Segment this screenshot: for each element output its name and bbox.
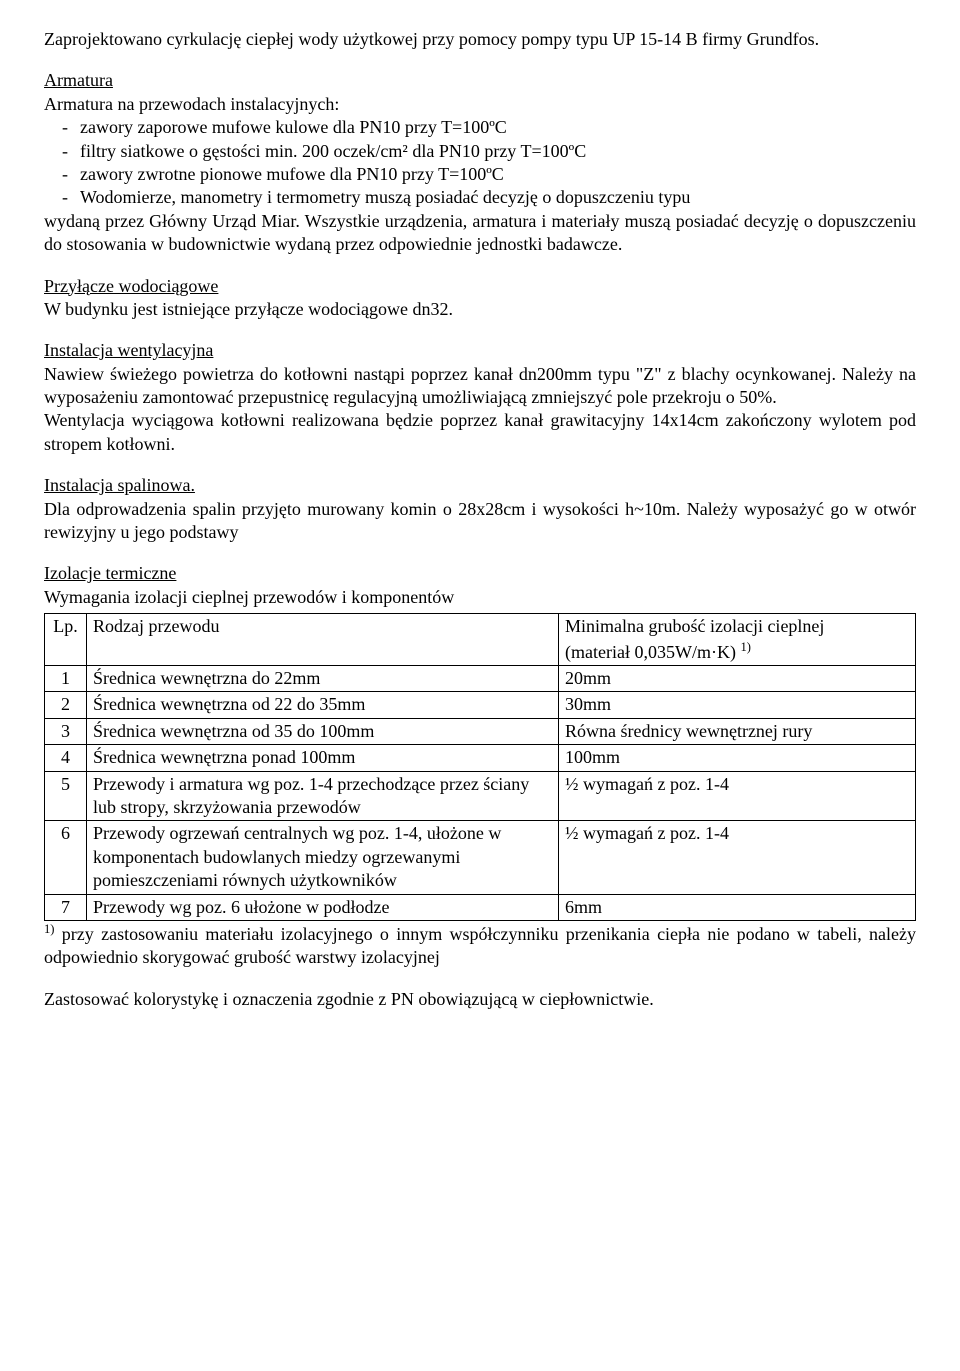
wentylacja-heading: Instalacja wentylacyjna	[44, 339, 916, 362]
spalinowa-p1: Dla odprowadzenia spalin przyjęto murowa…	[44, 498, 916, 545]
cell-rodzaj: Średnica wewnętrzna od 35 do 100mm	[87, 718, 559, 744]
footnote-text: przy zastosowaniu materiału izolacyjnego…	[44, 924, 916, 967]
izolacje-table: Lp. Rodzaj przewodu Minimalna grubość iz…	[44, 613, 916, 921]
cell-rodzaj: Średnica wewnętrzna od 22 do 35mm	[87, 692, 559, 718]
list-item: -zawory zwrotne pionowe mufowe dla PN10 …	[44, 163, 916, 186]
przylacze-body: W budynku jest istniejące przyłącze wodo…	[44, 298, 916, 321]
cell-lp: 1	[45, 665, 87, 691]
th-min-sup: 1)	[740, 640, 751, 654]
intro-paragraph: Zaprojektowano cyrkulację ciepłej wody u…	[44, 28, 916, 51]
dash-icon: -	[44, 186, 80, 209]
list-item-text: zawory zwrotne pionowe mufowe dla PN10 p…	[80, 163, 916, 186]
cell-rodzaj: Przewody ogrzewań centralnych wg poz. 1-…	[87, 821, 559, 894]
wentylacja-p1: Nawiew świeżego powietrza do kotłowni na…	[44, 363, 916, 410]
izolacje-heading: Izolacje termiczne	[44, 562, 916, 585]
cell-lp: 6	[45, 821, 87, 894]
cell-lp: 4	[45, 745, 87, 771]
przylacze-heading: Przyłącze wodociągowe	[44, 275, 916, 298]
th-min-line1: Minimalna grubość izolacji cieplnej	[565, 616, 824, 636]
spalinowa-heading: Instalacja spalinowa.	[44, 474, 916, 497]
th-lp: Lp.	[45, 614, 87, 666]
cell-rodzaj: Przewody wg poz. 6 ułożone w podłodze	[87, 894, 559, 920]
cell-min: 30mm	[559, 692, 916, 718]
list-item: -Wodomierze, manometry i termometry musz…	[44, 186, 916, 209]
table-row: 3 Średnica wewnętrzna od 35 do 100mm Rów…	[45, 718, 916, 744]
cell-lp: 5	[45, 771, 87, 821]
cell-min: 20mm	[559, 665, 916, 691]
cell-min: 6mm	[559, 894, 916, 920]
dash-icon: -	[44, 163, 80, 186]
cell-min: ½ wymagań z poz. 1-4	[559, 821, 916, 894]
table-row: 6 Przewody ogrzewań centralnych wg poz. …	[45, 821, 916, 894]
list-item-text: filtry siatkowe o gęstości min. 200 ocze…	[80, 140, 916, 163]
armatura-subline: Armatura na przewodach instalacyjnych:	[44, 93, 916, 116]
armatura-continuation: wydaną przez Główny Urząd Miar. Wszystki…	[44, 210, 916, 257]
cell-rodzaj: Średnica wewnętrzna do 22mm	[87, 665, 559, 691]
dash-icon: -	[44, 116, 80, 139]
izolacje-sub: Wymagania izolacji cieplnej przewodów i …	[44, 586, 916, 609]
table-row: 7 Przewody wg poz. 6 ułożone w podłodze …	[45, 894, 916, 920]
dash-icon: -	[44, 140, 80, 163]
cell-rodzaj: Średnica wewnętrzna ponad 100mm	[87, 745, 559, 771]
cell-rodzaj: Przewody i armatura wg poz. 1-4 przechod…	[87, 771, 559, 821]
th-rodzaj: Rodzaj przewodu	[87, 614, 559, 666]
table-row: 5 Przewody i armatura wg poz. 1-4 przech…	[45, 771, 916, 821]
table-row: 2 Średnica wewnętrzna od 22 do 35mm 30mm	[45, 692, 916, 718]
wentylacja-p2: Wentylacja wyciągowa kotłowni realizowan…	[44, 409, 916, 456]
list-item: -filtry siatkowe o gęstości min. 200 ocz…	[44, 140, 916, 163]
th-min: Minimalna grubość izolacji cieplnej (mat…	[559, 614, 916, 666]
armatura-heading: Armatura	[44, 69, 916, 92]
table-row: 4 Średnica wewnętrzna ponad 100mm 100mm	[45, 745, 916, 771]
armatura-list: -zawory zaporowe mufowe kulowe dla PN10 …	[44, 116, 916, 210]
footnote: 1) przy zastosowaniu materiału izolacyjn…	[44, 921, 916, 970]
list-item-text: zawory zaporowe mufowe kulowe dla PN10 p…	[80, 116, 916, 139]
cell-min: 100mm	[559, 745, 916, 771]
cell-min: ½ wymagań z poz. 1-4	[559, 771, 916, 821]
cell-lp: 2	[45, 692, 87, 718]
cell-min: Równa średnicy wewnętrznej rury	[559, 718, 916, 744]
cell-lp: 3	[45, 718, 87, 744]
cell-lp: 7	[45, 894, 87, 920]
th-min-line2-prefix: (materiał 0,035W/m·K)	[565, 642, 740, 662]
list-item: -zawory zaporowe mufowe kulowe dla PN10 …	[44, 116, 916, 139]
last-line: Zastosować kolorystykę i oznaczenia zgod…	[44, 988, 916, 1011]
table-header-row: Lp. Rodzaj przewodu Minimalna grubość iz…	[45, 614, 916, 666]
list-item-text: Wodomierze, manometry i termometry muszą…	[80, 186, 916, 209]
footnote-sup: 1)	[44, 922, 55, 936]
table-row: 1 Średnica wewnętrzna do 22mm 20mm	[45, 665, 916, 691]
